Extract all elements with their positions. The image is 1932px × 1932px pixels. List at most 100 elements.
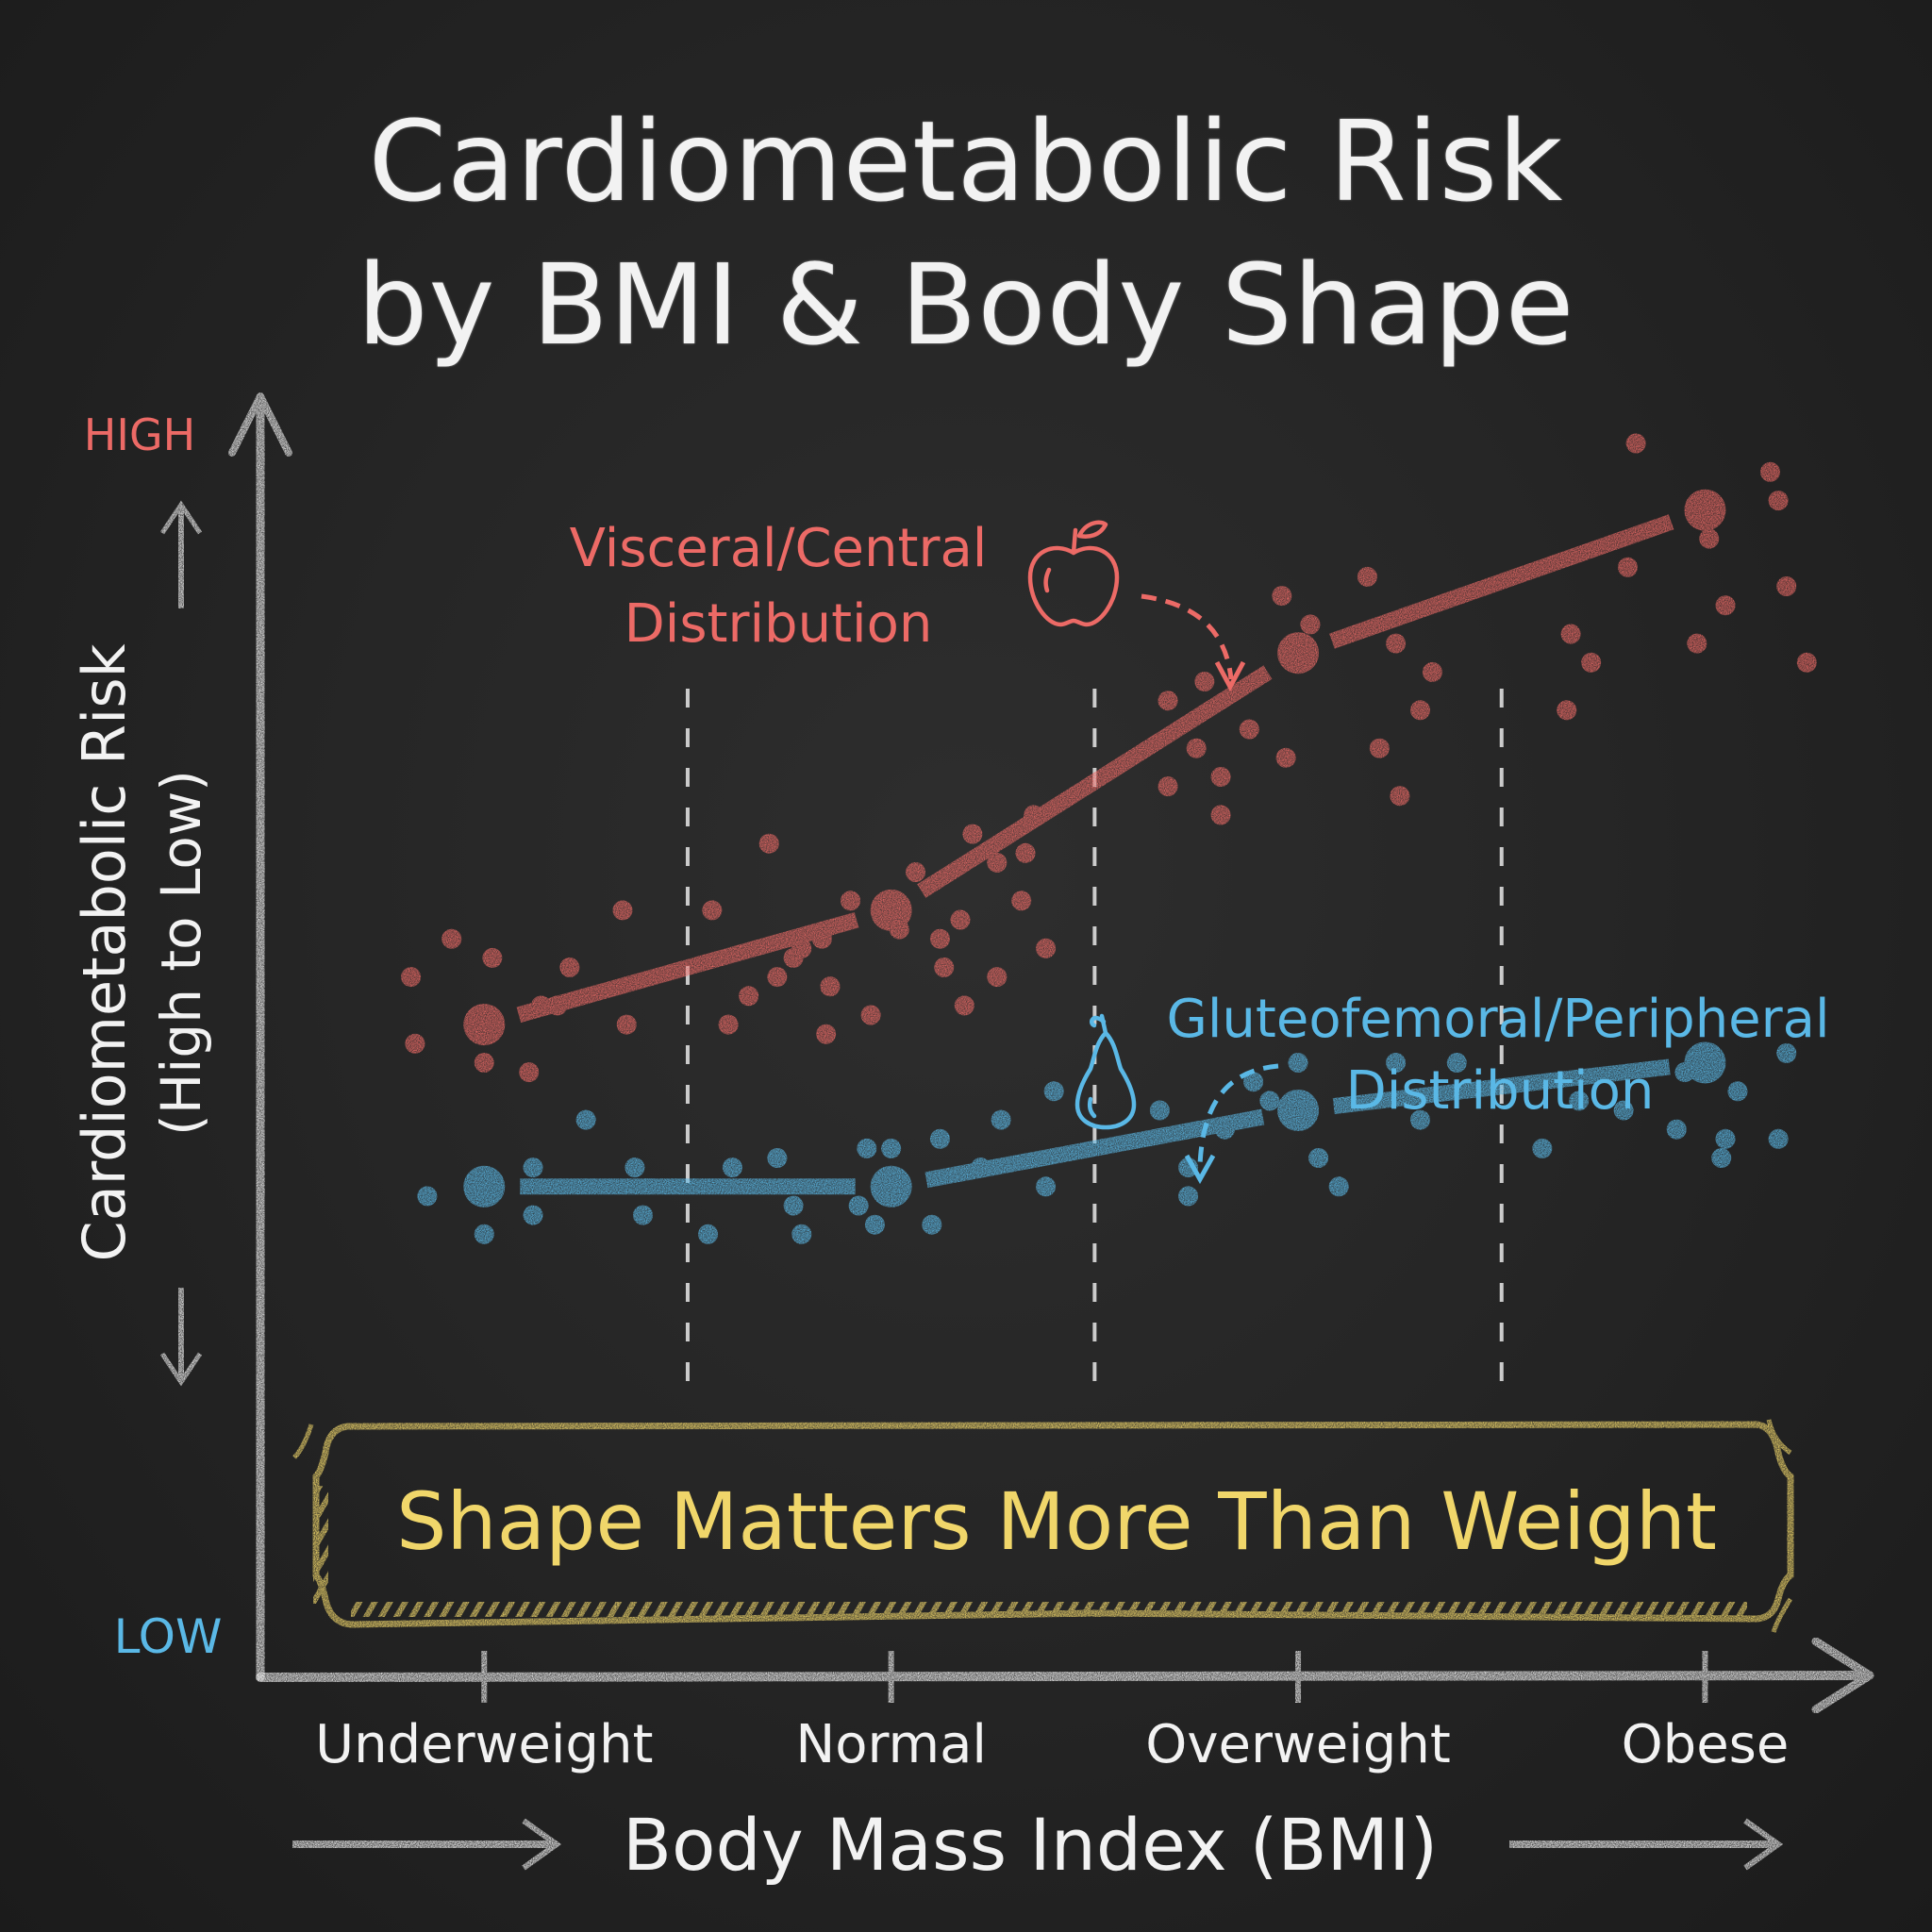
trend-segment xyxy=(917,665,1273,898)
data-point xyxy=(1015,842,1036,863)
data-point xyxy=(864,1214,885,1235)
data-point xyxy=(1390,786,1410,807)
category-mean-marker xyxy=(1277,1090,1320,1131)
category-mean-marker xyxy=(463,1004,506,1046)
data-point xyxy=(1178,1186,1199,1207)
data-point xyxy=(987,852,1008,873)
data-point xyxy=(519,1062,540,1083)
data-point xyxy=(1759,461,1780,482)
chart-title: Cardiometabolic Risk by BMI & Body Shape xyxy=(0,90,1932,376)
data-point xyxy=(1300,614,1321,635)
data-point xyxy=(857,1138,877,1158)
data-point xyxy=(523,1205,543,1225)
data-point xyxy=(1149,1100,1170,1121)
data-point xyxy=(929,928,950,949)
x-tick-labels: Underweight Normal Overweight Obese xyxy=(315,1714,1789,1775)
data-point xyxy=(1557,700,1577,721)
data-point xyxy=(1043,1081,1064,1102)
data-point xyxy=(1158,776,1178,797)
x-axis-title: Body Mass Index (BMI) xyxy=(623,1803,1438,1887)
trend-segment xyxy=(516,911,859,1024)
data-point xyxy=(1036,938,1057,958)
data-point xyxy=(1409,1109,1430,1130)
data-point xyxy=(881,1138,902,1158)
data-point xyxy=(1617,557,1638,577)
data-point xyxy=(848,1195,869,1216)
data-point xyxy=(1288,1053,1308,1073)
data-point xyxy=(1210,805,1231,825)
data-point xyxy=(633,1205,654,1225)
category-mean-marker xyxy=(463,1165,506,1208)
data-point xyxy=(1768,491,1789,511)
data-point xyxy=(1446,1053,1467,1073)
data-point xyxy=(991,1109,1011,1130)
y-label-down-arrowhead xyxy=(159,1352,203,1387)
data-point xyxy=(1239,719,1259,740)
data-point xyxy=(616,1014,637,1035)
data-point xyxy=(929,1128,950,1149)
data-point xyxy=(405,1033,425,1054)
trend-segment xyxy=(1332,1058,1671,1115)
visceral-annotation: Visceral/Central Distribution xyxy=(570,518,1246,692)
y-axis-title: Cardiometabolic Risk (High to Low) xyxy=(70,643,213,1261)
x-axis-arrowhead xyxy=(1811,1637,1874,1714)
pear-icon xyxy=(1074,1013,1137,1130)
data-point xyxy=(922,1214,942,1235)
data-point xyxy=(767,967,788,988)
y-axis-high-label: HIGH xyxy=(84,409,195,460)
data-point xyxy=(1532,1138,1553,1158)
data-point xyxy=(1796,652,1817,673)
peripheral-label-line-1: Gluteofemoral/Peripheral xyxy=(1166,989,1829,1050)
data-point xyxy=(1776,1042,1797,1063)
data-point xyxy=(1194,672,1215,691)
data-point xyxy=(1560,624,1581,644)
y-axis-arrowhead xyxy=(228,392,292,457)
data-point xyxy=(1275,747,1296,768)
data-point xyxy=(987,967,1008,988)
y-axis-low-label: LOW xyxy=(114,1609,223,1664)
data-point xyxy=(962,824,983,844)
data-point xyxy=(950,909,971,930)
data-point xyxy=(612,900,633,921)
data-point xyxy=(1699,528,1720,549)
data-point xyxy=(1243,1072,1264,1092)
data-point xyxy=(1308,1148,1329,1168)
visceral-label-line-2: Distribution xyxy=(625,593,933,655)
data-point xyxy=(739,986,759,1007)
data-point xyxy=(1272,586,1292,607)
series-visceral xyxy=(401,433,1817,1083)
chart-title-line-1: Cardiometabolic Risk xyxy=(368,96,1564,226)
data-point xyxy=(1727,1081,1748,1102)
data-point xyxy=(1386,633,1407,654)
data-point xyxy=(820,976,841,997)
data-point xyxy=(718,1014,739,1035)
x-axis-title-group: Body Mass Index (BMI) xyxy=(292,1803,1784,1887)
x-title-right-arrowhead xyxy=(1743,1818,1784,1871)
data-point xyxy=(722,1158,742,1178)
data-point xyxy=(767,1148,788,1168)
data-point xyxy=(1386,1053,1407,1073)
data-point xyxy=(401,967,422,988)
data-point xyxy=(1036,1176,1057,1197)
x-axis-line xyxy=(256,1671,1873,1682)
visceral-label-line-1: Visceral/Central xyxy=(570,518,988,579)
data-point xyxy=(1158,691,1178,711)
data-point xyxy=(1581,652,1602,673)
x-tick-label: Obese xyxy=(1622,1714,1790,1775)
data-point xyxy=(1569,1091,1590,1111)
x-title-left-arrowhead xyxy=(522,1818,562,1871)
data-point xyxy=(474,1053,494,1073)
data-point xyxy=(906,862,926,882)
data-point xyxy=(1328,1176,1349,1197)
peripheral-pointer-arrowhead xyxy=(1184,1154,1216,1185)
data-point xyxy=(441,928,462,949)
chart-title-line-2: by BMI & Body Shape xyxy=(357,240,1575,370)
callout-banner: Shape Matters More Than Weight xyxy=(292,1419,1794,1633)
data-point xyxy=(1715,595,1736,616)
callout-banner-hatch xyxy=(351,1602,1747,1617)
series-layer xyxy=(401,433,1817,1244)
data-point xyxy=(1369,738,1390,758)
data-point xyxy=(1186,738,1207,758)
series-peripheral xyxy=(417,1041,1797,1244)
